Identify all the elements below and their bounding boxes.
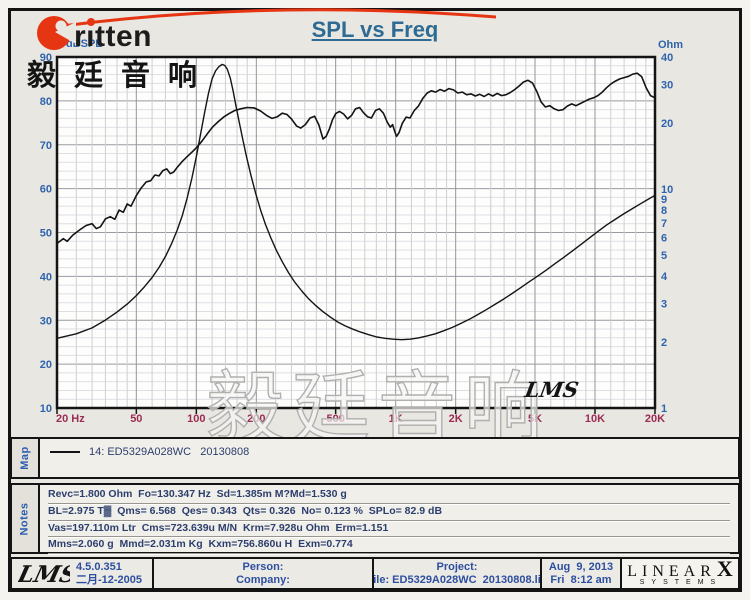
y-right-tick-label: 3 <box>661 298 667 310</box>
software-version: 4.5.0.351 <box>76 560 122 573</box>
y-left-tick-label: 10 <box>40 403 52 415</box>
project-label: Project: <box>436 560 478 573</box>
y-right-tick-label: 2 <box>661 337 667 349</box>
impedance-curve <box>56 63 656 341</box>
y-left-tick-label: 80 <box>40 96 52 108</box>
y-right-tick-label: 4 <box>661 271 668 283</box>
x-tick-label: 5K <box>528 413 542 425</box>
legend-row: 14: ED5329A028WC 20130808 <box>50 446 728 458</box>
y-right-tick-label: 7 <box>661 218 667 230</box>
footer-project-cell: Project: File: ED5329A028WC 20130808.lib <box>374 559 542 588</box>
svg-text:LMS: LMS <box>18 560 70 588</box>
company-label: Company: <box>236 573 290 586</box>
y-right-tick-label: 8 <box>661 205 667 217</box>
person-label: Person: <box>242 560 284 573</box>
y-right-tick-label: 20 <box>661 118 673 130</box>
y-left-tick-label: 30 <box>40 315 52 327</box>
file-label: File: ED5329A028WC 20130808.lib <box>374 573 542 586</box>
x-tick-label: 20K <box>645 413 665 425</box>
note-line: Revc=1.800 Ohm Fo=130.347 Hz Sd=1.385m M… <box>48 487 730 504</box>
legend-text: 14: ED5329A028WC 20130808 <box>89 446 250 458</box>
x-tick-label: 100 <box>187 413 205 425</box>
y-right-tick-label: 5 <box>661 250 667 262</box>
x-tick-label: 1K <box>389 413 403 425</box>
report-date: Aug 9, 2013 <box>548 560 614 573</box>
footer-version-cell: LMS 4.5.0.351 二月-12-2005 <box>12 559 154 588</box>
lms-plot-mark: LMS <box>522 377 581 402</box>
y-left-tick-label: 70 <box>40 140 52 152</box>
y-right-tick-label: 1 <box>661 403 667 415</box>
linearx-logo: LINEAR X SYSTEMS <box>622 559 738 588</box>
linearx-text: LINEAR <box>627 562 716 580</box>
report-time: Fri 8:12 am <box>550 573 612 586</box>
y-left-tick-label: 20 <box>40 359 52 371</box>
x-tick-label: 200 <box>247 413 265 425</box>
spl-curve <box>56 72 656 245</box>
notes-section: Notes Revc=1.800 Ohm Fo=130.347 Hz Sd=1.… <box>10 483 740 555</box>
notes-content: Revc=1.800 Ohm Fo=130.347 Hz Sd=1.385m M… <box>40 485 738 555</box>
note-line: Mms=2.060 g Mmd=2.031m Kg Kxm=756.860u H… <box>48 537 730 555</box>
y-left-tick-label: 60 <box>40 184 52 196</box>
y-right-axis-title: Ohm <box>658 39 683 51</box>
brand-i-dot <box>87 18 95 26</box>
note-line: Vas=197.110m Ltr Cms=723.639u M/N Krm=7.… <box>48 521 730 538</box>
brand-text: rıtten <box>74 20 152 53</box>
lms-logo: LMS <box>18 560 70 588</box>
linearx-x: X <box>716 559 733 581</box>
map-content: 14: ED5329A028WC 20130808 <box>40 439 738 477</box>
y-left-tick-label: 50 <box>40 228 52 240</box>
footer-person-cell: Person: Company: <box>154 559 374 588</box>
page-title: SPL vs Freq <box>311 17 439 42</box>
map-section: Map 14: ED5329A028WC 20130808 <box>10 437 740 479</box>
y-right-tick-label: 9 <box>661 194 667 206</box>
x-tick-label: 10K <box>585 413 605 425</box>
y-left-tick-label: 90 <box>40 52 52 64</box>
brand-crescent-icon <box>37 16 76 50</box>
y-right-tick-label: 10 <box>661 184 673 196</box>
x-tick-label: 2K <box>449 413 463 425</box>
x-tick-label: 500 <box>326 413 344 425</box>
linearx-systems-text: SYSTEMS <box>639 578 723 586</box>
footer-bar: LMS 4.5.0.351 二月-12-2005 Person: Company… <box>10 557 740 590</box>
plot-frame <box>55 55 657 410</box>
brand-chinese-text: 毅廷音响 <box>27 60 216 92</box>
note-line: BL=2.975 T▓ Qms= 6.568 Qes= 0.343 Qts= 0… <box>48 504 730 521</box>
y-right-tick-label: 30 <box>661 79 673 91</box>
brand-logo: rıtten <box>37 8 497 53</box>
x-tick-label: 20 Hz <box>56 413 85 425</box>
y-right-tick-label: 6 <box>661 233 667 245</box>
x-tick-label: 50 <box>130 413 142 425</box>
footer-date-cell: Aug 9, 2013 Fri 8:12 am <box>542 559 622 588</box>
legend-line-swatch <box>50 451 80 453</box>
map-section-label: Map <box>12 439 40 477</box>
brand-swoosh-arc <box>61 8 497 28</box>
y-right-tick-label: 40 <box>661 52 673 64</box>
software-date: 二月-12-2005 <box>76 573 143 586</box>
y-left-tick-label: 40 <box>40 271 52 283</box>
notes-section-label: Notes <box>12 485 40 552</box>
